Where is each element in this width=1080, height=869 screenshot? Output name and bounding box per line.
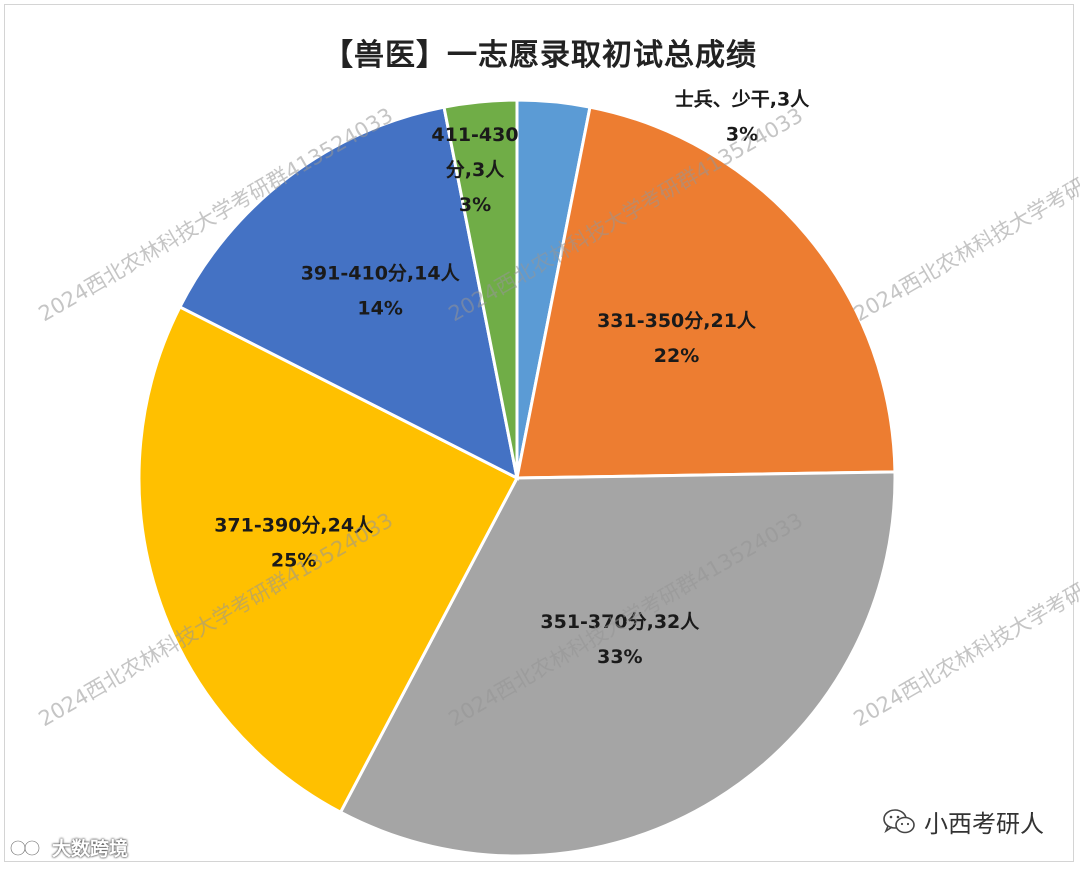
pie-slice	[338, 470, 897, 858]
chart-frame	[4, 4, 1074, 862]
slice-data-label: 331-350分,21人 22%	[597, 310, 757, 367]
pie-slice	[515, 105, 897, 480]
pie-slice	[137, 304, 520, 815]
pie-slice	[442, 98, 519, 479]
pie-slice	[177, 105, 520, 481]
platform-logo-icon	[9, 839, 41, 856]
platform-label: 大数跨境	[52, 838, 129, 860]
brand-badge: 小西考研人	[882, 804, 1044, 839]
slice-data-label: 371-390分,24人 25%	[214, 514, 374, 571]
slice-data-label: 411-430 分,3人 3%	[431, 124, 518, 216]
pie-slices	[137, 98, 897, 858]
chart-title: 【兽医】一志愿录取初试总成绩	[323, 38, 757, 73]
brand-label: 小西考研人	[924, 810, 1044, 838]
slice-data-label: 391-410分,14人 14%	[301, 263, 461, 320]
platform-watermark: 大数跨境	[8, 834, 128, 861]
slice-data-label: 351-370分,32人 33%	[540, 611, 700, 668]
slice-data-label: 士兵、少干,3人 3%	[675, 89, 810, 146]
wechat-icon	[883, 808, 915, 833]
pie-labels: 士兵、少干,3人 3% 331-350分,21人 22% 351-370分,32人 33%…	[214, 89, 810, 669]
